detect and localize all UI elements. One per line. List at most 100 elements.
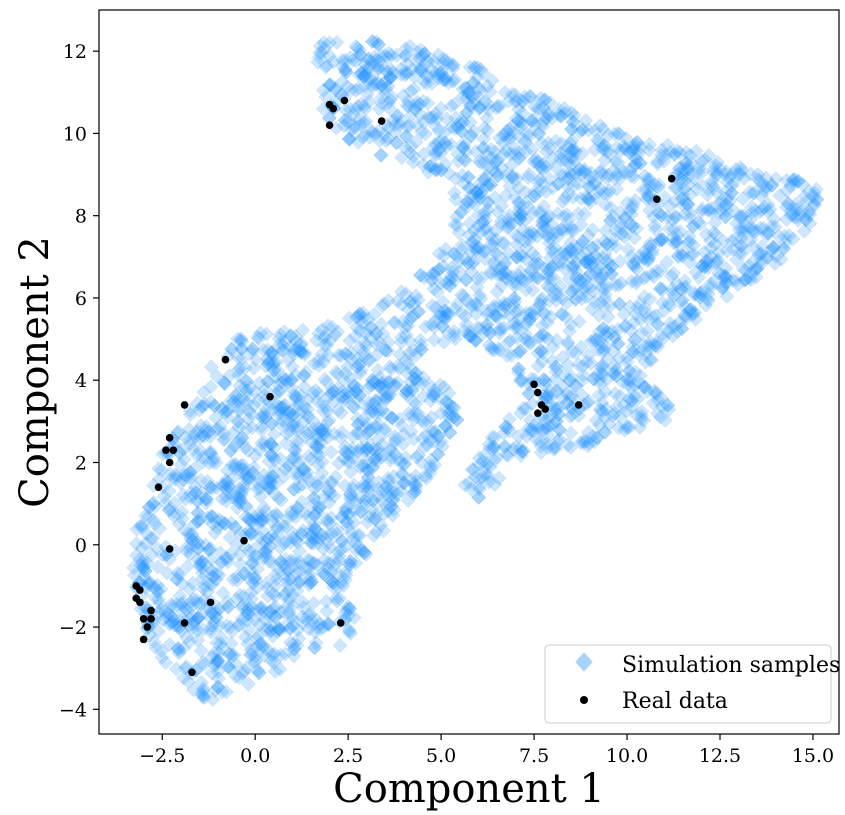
simulation-sample-point	[291, 455, 307, 471]
simulation-sample-point	[788, 196, 804, 212]
simulation-sample-point	[291, 467, 307, 482]
simulation-sample-point	[210, 679, 226, 695]
simulation-sample-point	[595, 360, 611, 376]
simulation-sample-point	[198, 491, 214, 507]
simulation-sample-point	[236, 566, 252, 581]
simulation-sample-point	[584, 278, 600, 294]
simulation-sample-point	[653, 208, 669, 223]
simulation-sample-point	[266, 362, 282, 378]
simulation-sample-point	[501, 93, 517, 109]
simulation-sample-point	[258, 545, 274, 561]
simulation-sample-point	[575, 145, 590, 161]
simulation-sample-point	[245, 549, 261, 565]
simulation-sample-point	[265, 347, 281, 363]
simulation-sample-point	[195, 398, 210, 414]
simulation-sample-point	[241, 622, 256, 638]
simulation-sample-point	[506, 274, 522, 290]
simulation-sample-point	[342, 454, 358, 470]
simulation-sample-point	[365, 372, 380, 388]
simulation-sample-point	[614, 226, 630, 242]
simulation-sample-point	[445, 60, 461, 76]
simulation-sample-point	[321, 494, 337, 510]
simulation-sample-point	[431, 262, 447, 278]
simulation-sample-point	[370, 416, 386, 432]
simulation-sample-point	[244, 420, 260, 436]
simulation-sample-point	[254, 601, 270, 616]
simulation-sample-point	[296, 600, 311, 615]
simulation-sample-point	[587, 123, 603, 138]
simulation-sample-point	[472, 99, 488, 115]
simulation-sample-point	[587, 176, 603, 192]
simulation-sample-point	[511, 268, 526, 284]
simulation-sample-point	[613, 215, 628, 231]
simulation-sample-point	[137, 563, 153, 579]
simulation-sample-point	[749, 261, 765, 277]
simulation-sample-point	[330, 380, 346, 396]
simulation-sample-point	[409, 117, 425, 133]
simulation-sample-point	[309, 439, 325, 455]
simulation-sample-point	[512, 211, 528, 227]
simulation-sample-point	[673, 281, 689, 297]
simulation-sample-point	[387, 432, 403, 448]
simulation-sample-point	[213, 554, 229, 570]
simulation-sample-point	[520, 333, 536, 349]
real-data-point	[652, 195, 661, 204]
simulation-sample-point	[581, 435, 597, 451]
simulation-sample-point	[744, 265, 760, 280]
simulation-sample-point	[235, 457, 251, 473]
simulation-sample-point	[190, 513, 206, 529]
simulation-sample-point	[454, 89, 470, 105]
simulation-sample-point	[397, 48, 413, 64]
simulation-sample-point	[174, 623, 189, 639]
simulation-sample-point	[480, 194, 496, 210]
simulation-sample-point	[615, 375, 631, 390]
simulation-sample-point	[593, 403, 609, 419]
simulation-sample-point	[553, 246, 568, 262]
simulation-sample-point	[162, 466, 178, 482]
simulation-sample-point	[585, 240, 600, 256]
simulation-sample-point	[245, 465, 261, 481]
simulation-sample-point	[439, 138, 455, 154]
simulation-sample-point	[322, 48, 338, 64]
simulation-sample-point	[152, 521, 168, 536]
simulation-sample-point	[483, 236, 499, 252]
simulation-sample-point	[348, 39, 364, 54]
simulation-sample-point	[170, 424, 186, 440]
simulation-sample-point	[526, 417, 542, 433]
simulation-sample-point	[285, 417, 301, 433]
simulation-sample-point	[362, 423, 378, 439]
simulation-sample-point	[288, 509, 304, 525]
simulation-sample-point	[317, 40, 333, 56]
simulation-sample-point	[781, 228, 797, 244]
simulation-sample-point	[754, 252, 769, 268]
simulation-sample-point	[625, 218, 640, 234]
simulation-sample-point	[369, 347, 385, 363]
simulation-sample-point	[464, 234, 480, 250]
simulation-sample-point	[805, 189, 821, 205]
simulation-sample-point	[646, 269, 662, 285]
simulation-sample-point	[503, 130, 519, 146]
simulation-sample-point	[592, 259, 608, 275]
simulation-sample-point	[271, 331, 287, 347]
simulation-sample-point	[209, 610, 225, 625]
simulation-sample-point	[647, 338, 663, 354]
simulation-sample-point	[577, 206, 593, 222]
simulation-sample-point	[600, 324, 615, 340]
simulation-sample-point	[538, 219, 554, 235]
simulation-sample-point	[731, 209, 747, 225]
simulation-sample-point	[624, 143, 640, 158]
simulation-sample-point	[237, 440, 253, 456]
simulation-sample-point	[756, 199, 772, 215]
simulation-sample-point	[473, 186, 488, 201]
simulation-sample-point	[582, 252, 598, 268]
simulation-sample-point	[638, 246, 654, 262]
simulation-sample-point	[189, 622, 205, 638]
simulation-sample-point	[627, 137, 643, 152]
simulation-sample-point	[583, 266, 599, 281]
simulation-sample-point	[252, 441, 268, 457]
simulation-sample-point	[133, 519, 148, 534]
simulation-sample-point	[216, 432, 231, 448]
simulation-sample-point	[385, 492, 401, 508]
simulation-sample-point	[171, 516, 187, 532]
simulation-sample-point	[493, 213, 509, 229]
